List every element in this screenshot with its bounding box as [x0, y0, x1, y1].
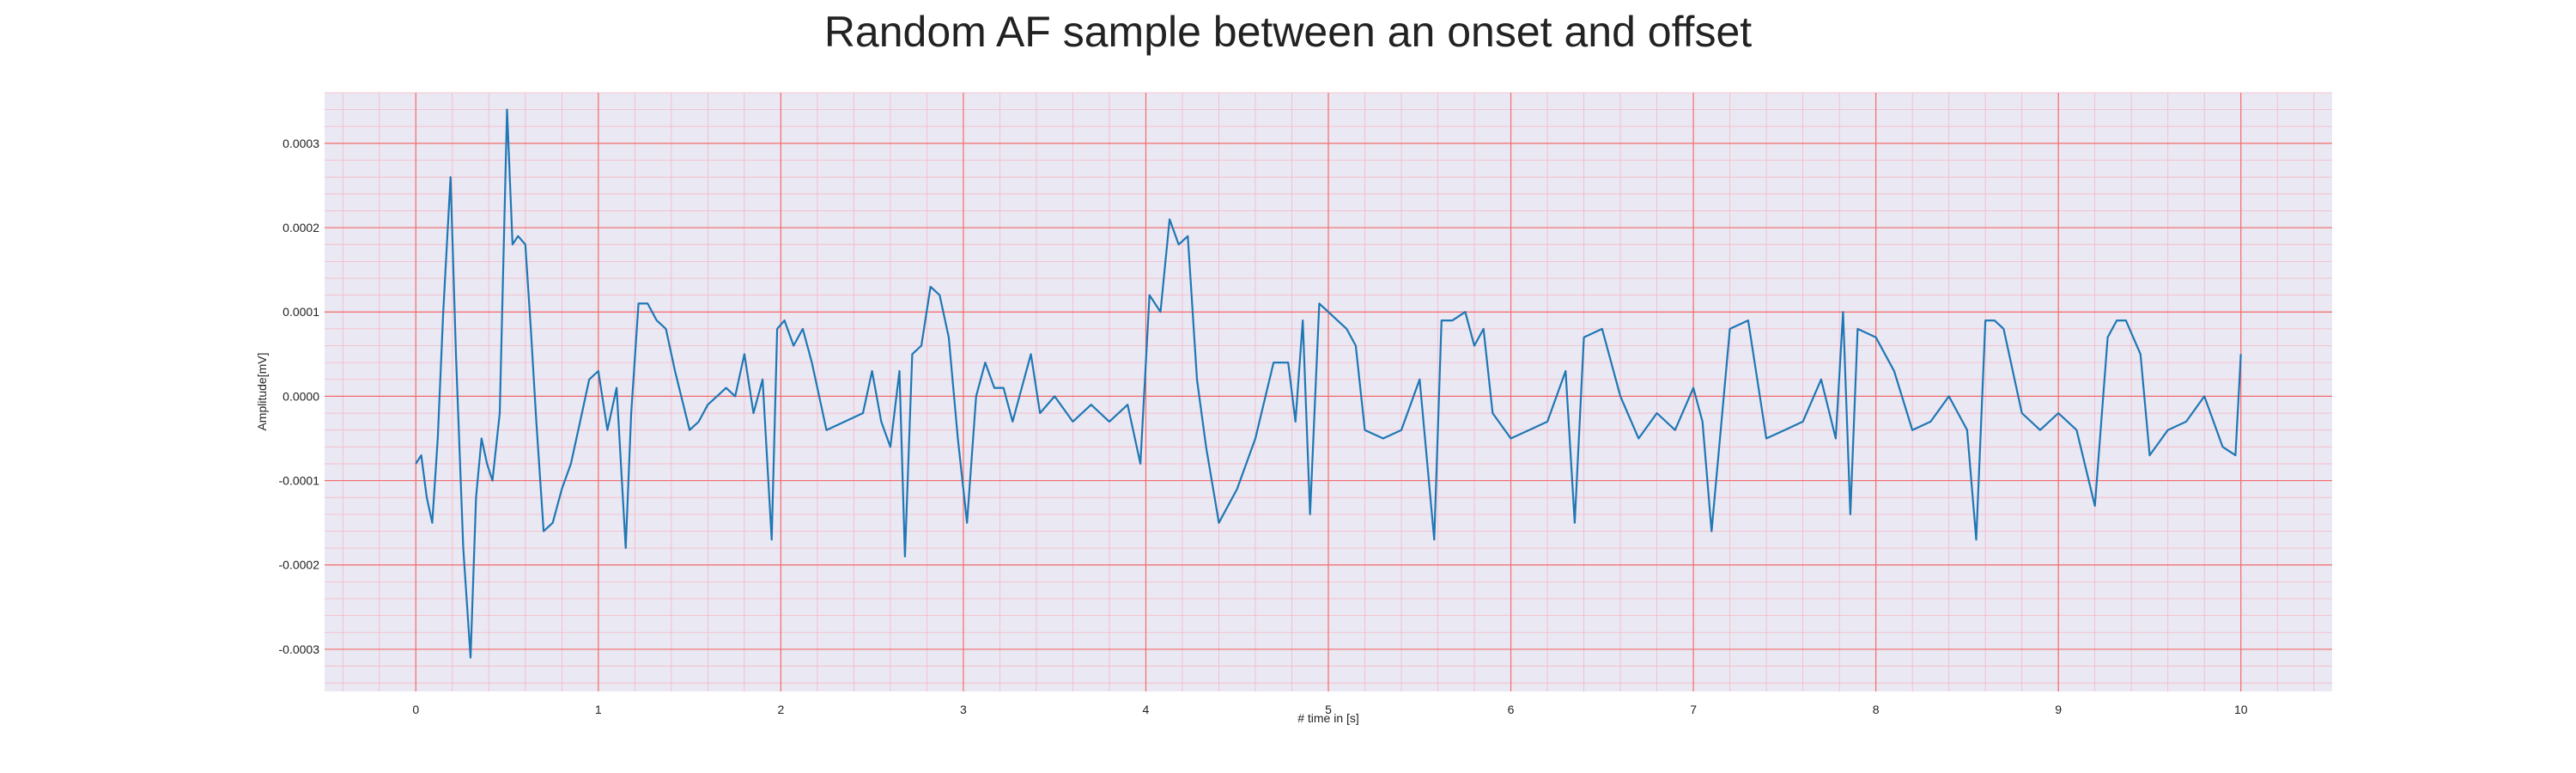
y-tick-label: 0.0003 [283, 137, 319, 150]
y-tick-label: -0.0001 [279, 474, 320, 488]
y-tick-label: 0.0002 [283, 221, 319, 234]
x-tick-label: 4 [1143, 703, 1150, 716]
chart-title: Random AF sample between an onset and of… [823, 8, 1753, 56]
x-tick-label: 3 [960, 703, 967, 716]
x-tick-label: 8 [1873, 703, 1880, 716]
x-tick-label: 7 [1690, 703, 1697, 716]
x-axis-ticks: 0 1 2 3 4 5 6 7 8 9 10 [412, 703, 2247, 716]
x-tick-label: 6 [1508, 703, 1515, 716]
x-axis-label: # time in [s] [1297, 711, 1359, 725]
x-tick-label: 5 [1325, 703, 1332, 716]
y-tick-label: -0.0003 [279, 642, 320, 656]
y-tick-label: 0.0000 [283, 389, 319, 403]
y-tick-label: -0.0002 [279, 558, 320, 572]
y-axis-label: Amplitude[mV] [255, 352, 269, 430]
x-tick-label: 2 [777, 703, 784, 716]
y-tick-label: 0.0001 [283, 305, 319, 319]
series-line [415, 108, 2242, 659]
y-axis-ticks: -0.0003 -0.0002 -0.0001 0.0000 0.0001 0.0002 0… [279, 137, 320, 656]
x-tick-label: 1 [595, 703, 602, 716]
x-tick-label: 10 [2234, 703, 2248, 716]
x-tick-label: 9 [2055, 703, 2062, 716]
x-tick-label: 0 [412, 703, 419, 716]
